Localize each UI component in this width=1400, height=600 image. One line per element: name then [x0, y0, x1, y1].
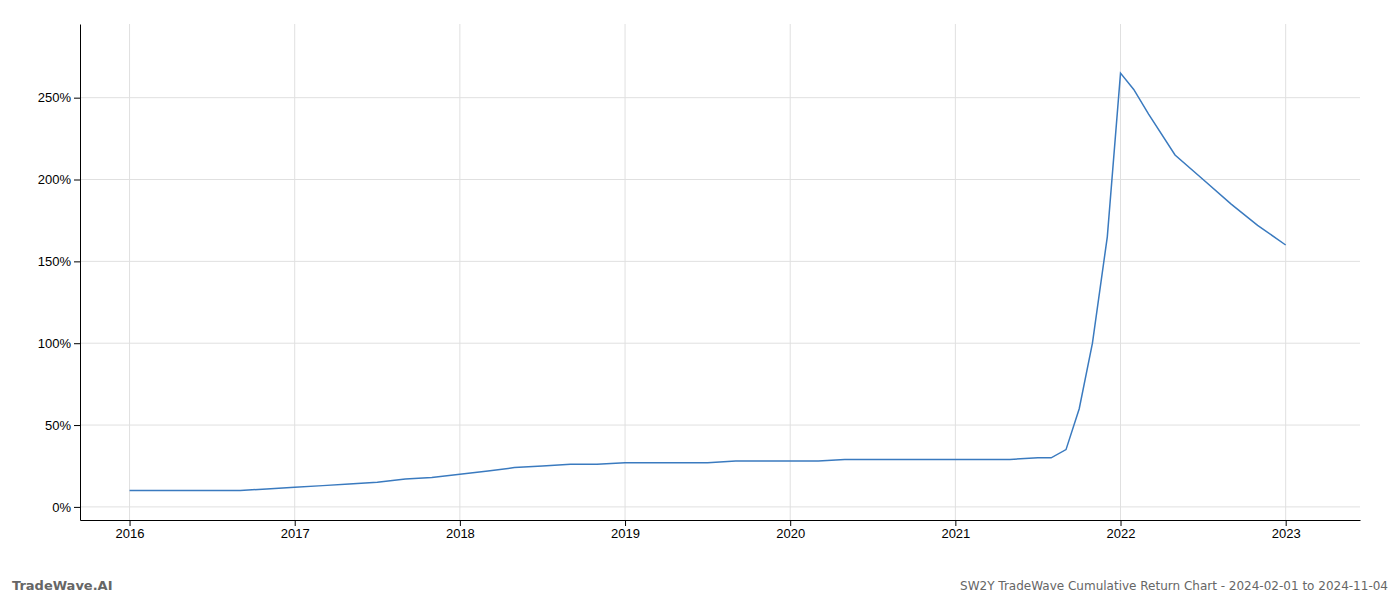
- y-axis-line: [80, 25, 81, 521]
- y-tick: 0%: [52, 500, 80, 515]
- y-tick: 250%: [38, 90, 80, 105]
- title: SW2Y TradeWave Cumulative Return Chart -…: [960, 579, 1388, 593]
- x-tick: 2017: [281, 520, 310, 541]
- plot: 2016 2017 2018 2019 2020 2021 2022 2023 0% 50% 100…: [38, 24, 1361, 541]
- grid-line: [80, 506, 1360, 507]
- x-tick-mark: [1286, 520, 1287, 526]
- grid-line: [80, 343, 1360, 344]
- x-tick-mark: [295, 520, 296, 526]
- x-tick-label: 2018: [446, 526, 475, 541]
- grid-line: [955, 24, 956, 520]
- x-tick-mark: [130, 520, 131, 526]
- x-axis: 2016 2017 2018 2019 2020 2021 2022 2023: [81, 520, 1361, 541]
- x-tick: 2016: [116, 520, 145, 541]
- y-tick: 150%: [38, 254, 80, 269]
- x-tick-label: 2021: [941, 526, 970, 541]
- x-tick: 2020: [776, 520, 805, 541]
- y-tick-mark: [74, 180, 80, 181]
- y-tick-label: 200%: [38, 172, 72, 187]
- y-tick-mark: [74, 343, 80, 344]
- watermark: TradeWave.AI: [12, 578, 113, 593]
- x-tick-label: 2016: [116, 526, 145, 541]
- chart: 2016 2017 2018 2019 2020 2021 2022 2023 0% 50% 100…: [0, 0, 1400, 600]
- x-tick-label: 2022: [1107, 526, 1136, 541]
- x-tick: 2022: [1107, 520, 1136, 541]
- x-tick-label: 2017: [281, 526, 310, 541]
- grid-line: [80, 425, 1360, 426]
- grid-line: [80, 179, 1360, 180]
- y-tick-label: 250%: [38, 90, 72, 105]
- marks: [130, 73, 1286, 490]
- y-tick: 100%: [38, 336, 80, 351]
- y-tick-label: 100%: [38, 336, 72, 351]
- grid-line: [1285, 24, 1286, 520]
- y-tick-mark: [74, 425, 80, 426]
- y-tick: 50%: [45, 418, 80, 433]
- grid-line: [80, 261, 1360, 262]
- x-tick-mark: [955, 520, 956, 526]
- grid: [80, 24, 1360, 520]
- x-tick: 2021: [941, 520, 970, 541]
- y-tick-label: 0%: [52, 500, 71, 515]
- y-tick-mark: [74, 98, 80, 99]
- x-tick-label: 2023: [1272, 526, 1301, 541]
- grid-line: [129, 24, 130, 520]
- x-tick: 2019: [611, 520, 640, 541]
- line: [130, 73, 1286, 490]
- y-tick-mark: [74, 261, 80, 262]
- x-tick-mark: [1121, 520, 1122, 526]
- grid-line: [790, 24, 791, 520]
- y-axis: 0% 50% 100% 150% 200% 250%: [38, 25, 81, 521]
- grid-line: [294, 24, 295, 520]
- x-tick-label: 2019: [611, 526, 640, 541]
- grid-line: [80, 97, 1360, 98]
- y-tick-mark: [74, 507, 80, 508]
- grid-line: [459, 24, 460, 520]
- x-tick-mark: [790, 520, 791, 526]
- x-tick-label: 2020: [776, 526, 805, 541]
- grid-line: [625, 24, 626, 520]
- x-tick-mark: [625, 520, 626, 526]
- x-tick: 2018: [446, 520, 475, 541]
- y-tick-label: 150%: [38, 254, 72, 269]
- x-tick: 2023: [1272, 520, 1301, 541]
- x-axis-line: [81, 520, 1361, 521]
- x-tick-mark: [460, 520, 461, 526]
- y-tick: 200%: [38, 172, 80, 187]
- grid-line: [1120, 24, 1121, 520]
- y-tick-label: 50%: [45, 418, 71, 433]
